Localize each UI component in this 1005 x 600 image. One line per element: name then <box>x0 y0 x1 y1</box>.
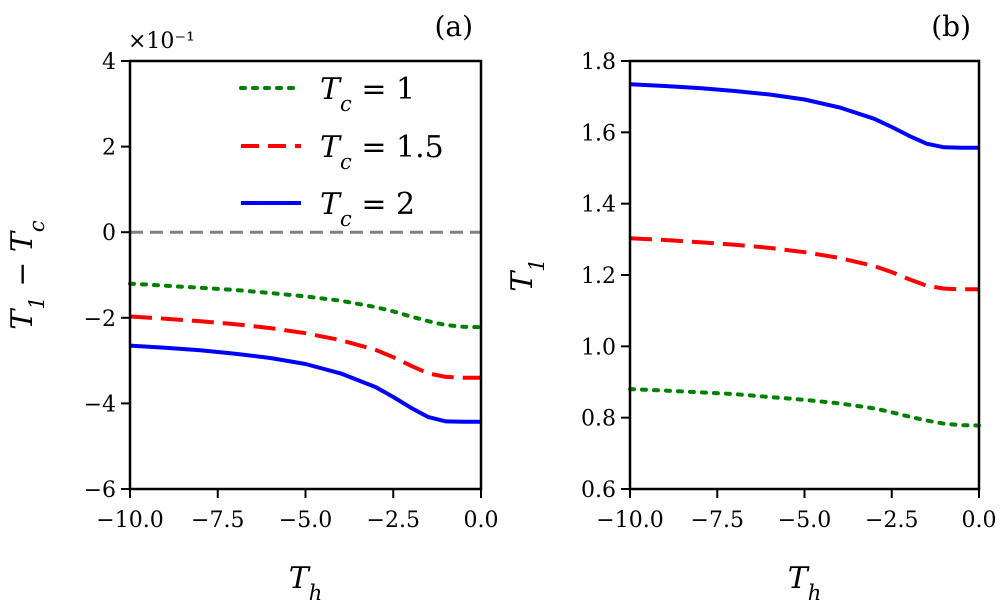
y-tick-label: −6 <box>84 478 116 503</box>
y-tick-label: 4 <box>102 50 116 75</box>
y-tick-label: 1.0 <box>581 335 616 360</box>
panel-a: −10.0 −7.5 −5.0 −2.5 0.0 −6 −4 −2 0 2 4 Th T1 − Tc (a… <box>5 10 499 600</box>
y-tick-label: 0 <box>102 221 116 246</box>
y-tick-label: 2 <box>102 136 116 161</box>
x-tick-label: −2.5 <box>367 508 420 533</box>
x-axis-label: Th <box>289 561 323 600</box>
x-tick-label: −2.5 <box>865 508 918 533</box>
legend-label-2: Tc = 1.5 <box>320 130 444 174</box>
x-tick-label: −10.0 <box>596 508 663 533</box>
series-line-2 <box>129 314 481 380</box>
series-line-1 <box>628 387 981 428</box>
legend: Tc = 1 Tc = 1.5 Tc = 2 <box>239 72 444 231</box>
plot-frame <box>128 59 483 491</box>
y-tick-label: 1.4 <box>581 193 616 218</box>
y-tick-label: −2 <box>84 307 116 332</box>
panel-b: −10.0 −7.5 −5.0 −2.5 0.0 0.6 0.8 1.0 1.2 1.4 1.6 1.… <box>505 10 997 600</box>
legend-label-3: Tc = 2 <box>320 187 415 231</box>
y-tick-label: 1.6 <box>581 121 616 146</box>
y-tick-label: 0.6 <box>581 478 616 503</box>
series-line-1 <box>128 281 483 330</box>
x-tick-label: −5.0 <box>279 508 332 533</box>
x-tick-label: −5.0 <box>778 508 831 533</box>
x-tick-label: 0.0 <box>464 508 499 533</box>
x-tick-label: −7.5 <box>691 508 744 533</box>
y-tick-label: 1.2 <box>581 264 616 289</box>
legend-label-1: Tc = 1 <box>320 72 415 116</box>
series-line-2 <box>629 236 979 292</box>
x-tick-label: −10.0 <box>96 508 163 533</box>
x-axis-label: Th <box>788 561 822 600</box>
x-tick-label: −7.5 <box>191 508 244 533</box>
x-tick-label: 0.0 <box>962 508 997 533</box>
offset-text: ×10⁻¹ <box>128 29 195 54</box>
y-tick-label: −4 <box>84 392 116 417</box>
y-tick-label: 0.8 <box>581 407 616 432</box>
panel-label: (a) <box>434 10 473 43</box>
panel-label: (b) <box>931 10 971 43</box>
series-line-3 <box>129 343 481 424</box>
y-axis-label: T1 <box>505 258 549 291</box>
series-line-3 <box>629 82 979 150</box>
y-tick-label: 1.8 <box>581 50 616 75</box>
plot-frame <box>628 59 981 491</box>
y-axis-label: T1 − Tc <box>5 220 49 330</box>
